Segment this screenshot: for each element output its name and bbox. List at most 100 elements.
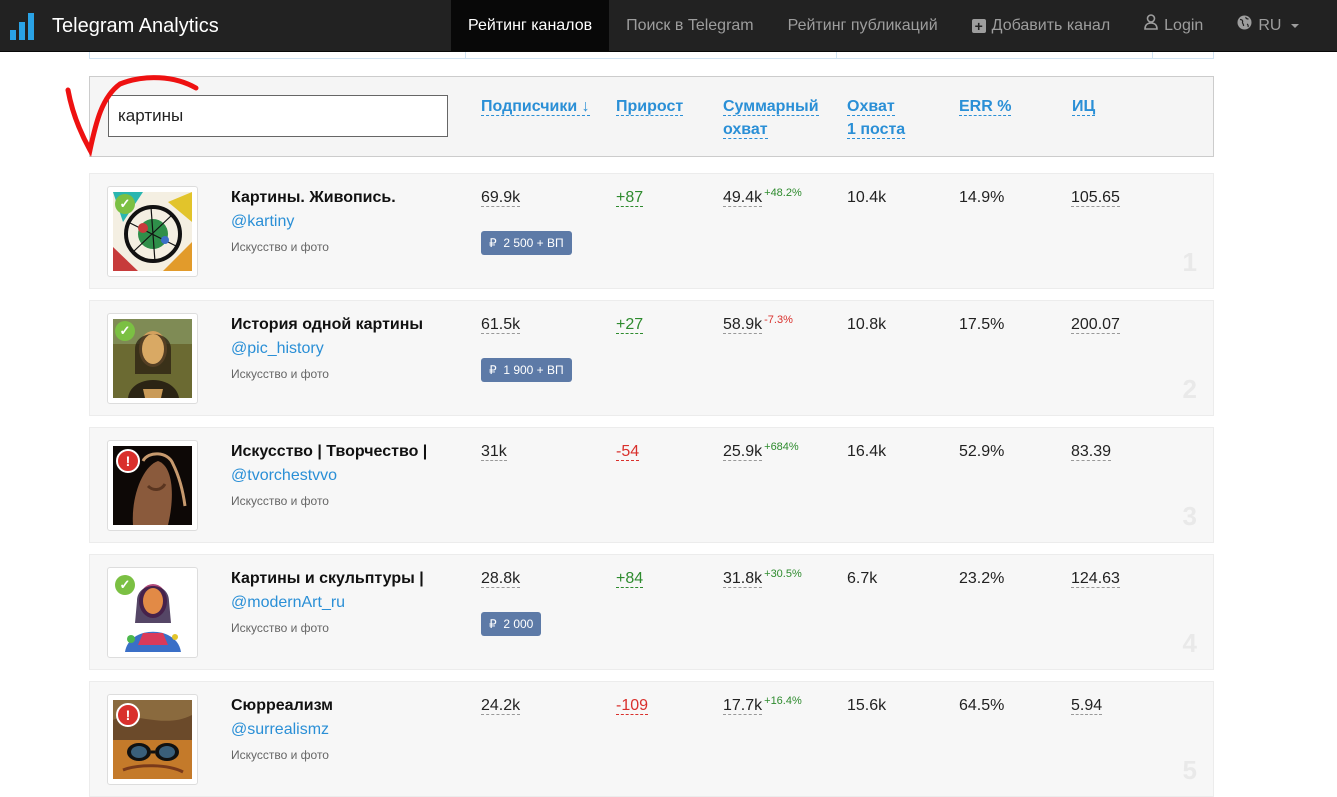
ruble-icon: ₽	[489, 363, 497, 377]
ad-price-badge[interactable]: ₽ 2 000	[481, 612, 542, 636]
err-value: 52.9%	[959, 443, 1005, 460]
value-text: 124.63	[1071, 570, 1120, 588]
column-label: 1 поста	[847, 121, 906, 139]
channel-handle[interactable]: @kartiny	[231, 213, 295, 230]
growth-value: -54	[616, 443, 640, 461]
reach-value: 25.9k +684%	[723, 441, 799, 461]
value-text: 25.9k	[723, 443, 763, 461]
value-text: 31k	[481, 443, 507, 461]
avatar-image: ✓	[113, 192, 192, 271]
channel-handle[interactable]: @surrealismz	[231, 721, 330, 738]
channel-row[interactable]: ✓ Картины. Живопись. @kartiny Искусство …	[89, 173, 1214, 289]
column-label: Суммарный	[723, 98, 819, 116]
err-value: 64.5%	[959, 697, 1005, 714]
column-label: Подписчики ↓	[481, 98, 590, 116]
plus-square-icon: +	[971, 19, 986, 33]
column-total-reach[interactable]: Суммарный охват	[723, 95, 819, 141]
navbar: Telegram Analytics Рейтинг каналов Поиск…	[0, 0, 1337, 52]
nav-label: Login	[1164, 17, 1204, 34]
rank-number: 5	[1182, 755, 1197, 785]
verified-check-icon: ✓	[115, 194, 135, 214]
verified-check-icon: ✓	[115, 575, 135, 595]
channel-category: Искусство и фото	[231, 621, 329, 635]
err-value: 23.2%	[959, 570, 1005, 587]
ad-price-badge[interactable]: ₽ 1 900 + ВП	[481, 358, 572, 382]
nav-channel-rating[interactable]: Рейтинг каналов	[451, 0, 610, 52]
channel-title[interactable]: Искусство | Творчество |	[231, 443, 428, 460]
channel-category: Искусство и фото	[231, 240, 329, 254]
nav-label: Поиск в Telegram	[626, 17, 754, 34]
price-text: 1 900 + ВП	[503, 363, 564, 377]
nav-add-channel[interactable]: + Добавить канал	[955, 0, 1127, 52]
reach-value: 17.7k +16.4%	[723, 695, 802, 715]
column-label: ИЦ	[1072, 98, 1096, 116]
globe-icon	[1237, 2, 1252, 50]
table-header-panel: Подписчики ↓ Прирост Суммарный охват Охва…	[89, 76, 1214, 157]
subscribers-value: 69.9k	[481, 189, 521, 207]
channel-row[interactable]: ✓ История одной картины @pic_history Иск…	[89, 300, 1214, 416]
nav-language-dropdown[interactable]: RU	[1220, 0, 1316, 52]
subscribers-value: 24.2k	[481, 697, 521, 715]
channel-title[interactable]: Сюрреализм	[231, 697, 333, 714]
value-text: 69.9k	[481, 189, 521, 207]
channel-row[interactable]: ! Сюрреализм @surrealismz Искусство и фо…	[89, 681, 1214, 797]
previous-header-strip	[89, 52, 1214, 59]
avatar-image: ✓	[113, 573, 192, 652]
column-subscribers[interactable]: Подписчики ↓	[481, 95, 590, 118]
post-reach-value: 16.4k	[847, 443, 887, 460]
value-text: 24.2k	[481, 697, 521, 715]
subscribers-value: 61.5k	[481, 316, 521, 334]
column-label: ERR %	[959, 98, 1012, 116]
channel-avatar[interactable]: ✓	[107, 313, 198, 404]
channel-title[interactable]: История одной картины	[231, 316, 424, 333]
user-icon	[1144, 2, 1158, 50]
value-text: 105.65	[1071, 189, 1120, 207]
value-text: 49.4k	[723, 189, 763, 207]
column-growth[interactable]: Прирост	[616, 95, 684, 118]
avatar-image: !	[113, 700, 192, 779]
channel-handle[interactable]: @pic_history	[231, 340, 324, 357]
nav-publication-rating[interactable]: Рейтинг публикаций	[771, 0, 955, 52]
value-text: 58.9k	[723, 316, 763, 334]
brand-link[interactable]: Telegram Analytics	[10, 0, 219, 52]
avatar-image: !	[113, 446, 192, 525]
nav-telegram-search[interactable]: Поиск в Telegram	[609, 0, 771, 52]
warning-alert-icon: !	[116, 449, 140, 473]
channel-search-input[interactable]	[108, 95, 448, 137]
ic-value: 124.63	[1071, 570, 1120, 588]
ruble-icon: ₽	[489, 236, 497, 250]
ad-price-badge[interactable]: ₽ 2 500 + ВП	[481, 231, 572, 255]
channel-category: Искусство и фото	[231, 367, 329, 381]
value-text: +27	[616, 316, 644, 334]
column-ic[interactable]: ИЦ	[1072, 95, 1096, 118]
app-title: Telegram Analytics	[52, 14, 219, 37]
reach-change: +16.4%	[764, 695, 802, 707]
value-text: -109	[616, 697, 649, 715]
price-text: 2 500 + ВП	[503, 236, 564, 250]
channel-title[interactable]: Картины. Живопись.	[231, 189, 396, 206]
value-text: 61.5k	[481, 316, 521, 334]
channel-avatar[interactable]: ✓	[107, 567, 198, 658]
column-err[interactable]: ERR %	[959, 95, 1012, 118]
column-label: охват	[723, 121, 768, 139]
post-reach-value: 10.8k	[847, 316, 887, 333]
column-post-reach[interactable]: Охват 1 поста	[847, 95, 906, 141]
channel-row[interactable]: ! Искусство | Творчество | @tvorchestvvo…	[89, 427, 1214, 543]
value-text: +87	[616, 189, 644, 207]
value-text: 5.94	[1071, 697, 1103, 715]
nav-login[interactable]: Login	[1127, 0, 1220, 52]
channel-row[interactable]: ✓ Картины и скульптуры | @modernArt_ru И…	[89, 554, 1214, 670]
warning-alert-icon: !	[116, 703, 140, 727]
channel-avatar[interactable]: !	[107, 694, 198, 785]
column-label: Охват	[847, 98, 895, 116]
channel-avatar[interactable]: !	[107, 440, 198, 531]
channel-avatar[interactable]: ✓	[107, 186, 198, 277]
err-value: 17.5%	[959, 316, 1005, 333]
avatar-image: ✓	[113, 319, 192, 398]
channel-title[interactable]: Картины и скульптуры |	[231, 570, 424, 587]
ic-value: 5.94	[1071, 697, 1103, 715]
rank-number: 2	[1182, 374, 1197, 404]
channel-handle[interactable]: @tvorchestvvo	[231, 467, 338, 484]
channel-handle[interactable]: @modernArt_ru	[231, 594, 346, 611]
growth-value: +27	[616, 316, 644, 334]
